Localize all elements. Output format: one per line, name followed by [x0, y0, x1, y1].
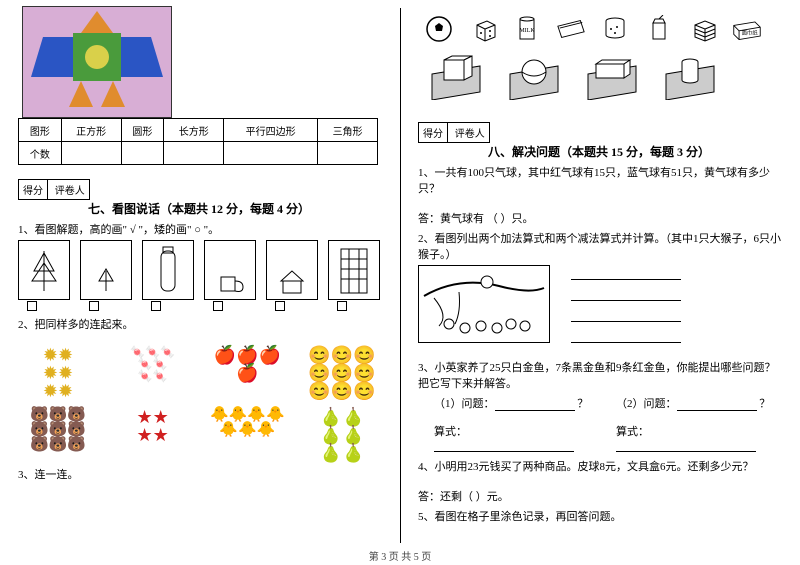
- q3-p1: （1）问题：: [434, 398, 495, 410]
- book-icon: [556, 14, 586, 44]
- grp-redstar[interactable]: ★★★★: [113, 408, 193, 462]
- drink-icon: [644, 14, 674, 44]
- grp-pears[interactable]: 🍐🍐🍐🍐🍐🍐: [302, 408, 382, 462]
- pic-short-tree: [80, 240, 132, 300]
- box-icon: 面巾纸: [732, 14, 762, 44]
- dice-icon: [468, 14, 498, 44]
- shadow-shapes-row: [426, 54, 782, 100]
- grp-stars[interactable]: ✹✹✹✹✹✹: [18, 346, 98, 400]
- cell-square[interactable]: [61, 142, 121, 165]
- checkbox[interactable]: [151, 301, 161, 311]
- pic-cup: [204, 240, 256, 300]
- th-circle: 圆形: [121, 119, 164, 142]
- robot-figure: [22, 6, 172, 118]
- rubik-icon: [688, 14, 718, 44]
- tall-short-row: [18, 240, 382, 300]
- monkey-figure: [418, 265, 550, 343]
- grp-smiles[interactable]: 😊😊😊😊😊😊😊😊😊: [302, 346, 382, 400]
- column-divider: [400, 8, 401, 543]
- pic-building: [328, 240, 380, 300]
- blank[interactable]: [616, 439, 756, 452]
- q8-1-text: 1、一共有100只气球，其中红气球有15只，蓝气球有51只，黄气球有多少只？: [418, 164, 782, 196]
- blank[interactable]: [434, 439, 574, 452]
- svg-text:面巾纸: 面巾纸: [742, 28, 759, 36]
- grader-label: 评卷人: [451, 123, 489, 142]
- q8-3-subs: （1）问题： ？ 算式： （2）问题： ？ 算式：: [434, 395, 778, 452]
- cell-para[interactable]: [224, 142, 318, 165]
- checkbox[interactable]: [337, 301, 347, 311]
- blank[interactable]: [677, 398, 757, 411]
- grp-bears[interactable]: 🐻🐻🐻🐻🐻🐻🐻🐻🐻: [18, 408, 98, 462]
- q8-4-ans: 答：还剩（ ）元。: [418, 488, 782, 504]
- gradebox-7: 得分 评卷人: [18, 179, 90, 200]
- soccer-icon: [424, 14, 454, 44]
- q3-eq2: 算式：: [616, 426, 649, 438]
- th-para: 平行四边形: [224, 119, 318, 142]
- th-rect: 长方形: [164, 119, 224, 142]
- equation-lines[interactable]: [571, 265, 681, 349]
- grp-apples[interactable]: 🍎🍎🍎🍎: [207, 346, 287, 400]
- cell-circle[interactable]: [121, 142, 164, 165]
- q7-2-text: 2、把同样多的连起来。: [18, 316, 382, 332]
- gradebox-8: 得分 评卷人: [418, 122, 490, 143]
- pic-tall-tree: [18, 240, 70, 300]
- pic-house: [266, 240, 318, 300]
- checkbox[interactable]: [275, 301, 285, 311]
- score-label: 得分: [419, 123, 448, 142]
- q3-eq1: 算式：: [434, 426, 467, 438]
- th-tri: 三角形: [318, 119, 378, 142]
- checkbox[interactable]: [213, 301, 223, 311]
- grp-chicks[interactable]: 🐥🐥🐥🐥🐥🐥🐥: [207, 408, 287, 462]
- q8-5-text: 5、看图在格子里涂色记录，再回答问题。: [418, 508, 782, 524]
- q8-1-ans: 答：黄气球有 （ ）只。: [418, 210, 782, 226]
- shadow-cube: [426, 54, 486, 100]
- page-footer: 第 3 页 共 5 页: [0, 548, 800, 563]
- connect-bottom-row: 🐻🐻🐻🐻🐻🐻🐻🐻🐻 ★★★★ 🐥🐥🐥🐥🐥🐥🐥 🍐🍐🍐🍐🍐🍐: [18, 408, 382, 462]
- svg-text:MILK: MILK: [519, 28, 535, 34]
- q7-1-text: 1、看图解题，高的画" √ "，矮的画" ○ "。: [18, 221, 382, 237]
- shadow-cylinder: [660, 54, 720, 100]
- can-icon: MILK: [512, 14, 542, 44]
- th-shape: 图形: [19, 119, 62, 142]
- jar-icon: [600, 14, 630, 44]
- shadow-sphere: [504, 54, 564, 100]
- checkbox[interactable]: [89, 301, 99, 311]
- q3-p2: （2）问题：: [616, 398, 677, 410]
- cell-rect[interactable]: [164, 142, 224, 165]
- section7-title: 七、看图说话（本题共 12 分，每题 4 分）: [88, 202, 310, 216]
- connect-top-row: ✹✹✹✹✹✹ 🍬🍬🍬🍬🍬🍬🍬 🍎🍎🍎🍎 😊😊😊😊😊😊😊😊😊: [18, 346, 382, 400]
- shadow-cuboid: [582, 54, 642, 100]
- row-count-label: 个数: [19, 142, 62, 165]
- q7-3-text: 3、连一连。: [18, 466, 382, 482]
- section8-title: 八、解决问题（本题共 15 分，每题 3 分）: [488, 145, 710, 159]
- cell-tri[interactable]: [318, 142, 378, 165]
- grp-candy[interactable]: 🍬🍬🍬🍬🍬🍬🍬: [113, 346, 193, 400]
- th-square: 正方形: [61, 119, 121, 142]
- shape-count-table: 图形 正方形 圆形 长方形 平行四边形 三角形 个数: [18, 118, 378, 165]
- q8-3-text: 3、小英家养了25只白金鱼，7条黑金鱼和9条红金鱼，你能提出哪些问题？把它写下来…: [418, 359, 782, 391]
- pic-thermos: [142, 240, 194, 300]
- checkbox[interactable]: [27, 301, 37, 311]
- q8-4-text: 4、小明用23元钱买了两种商品。皮球8元，文具盒6元。还剩多少元？: [418, 458, 782, 474]
- q8-2-text: 2、看图列出两个加法算式和两个减法算式并计算。（其中1只大猴子，6只小猴子。）: [418, 230, 782, 262]
- grader-label: 评卷人: [51, 180, 89, 199]
- blank[interactable]: [495, 398, 575, 411]
- items-row: MILK 面巾纸: [424, 14, 782, 44]
- score-label: 得分: [19, 180, 48, 199]
